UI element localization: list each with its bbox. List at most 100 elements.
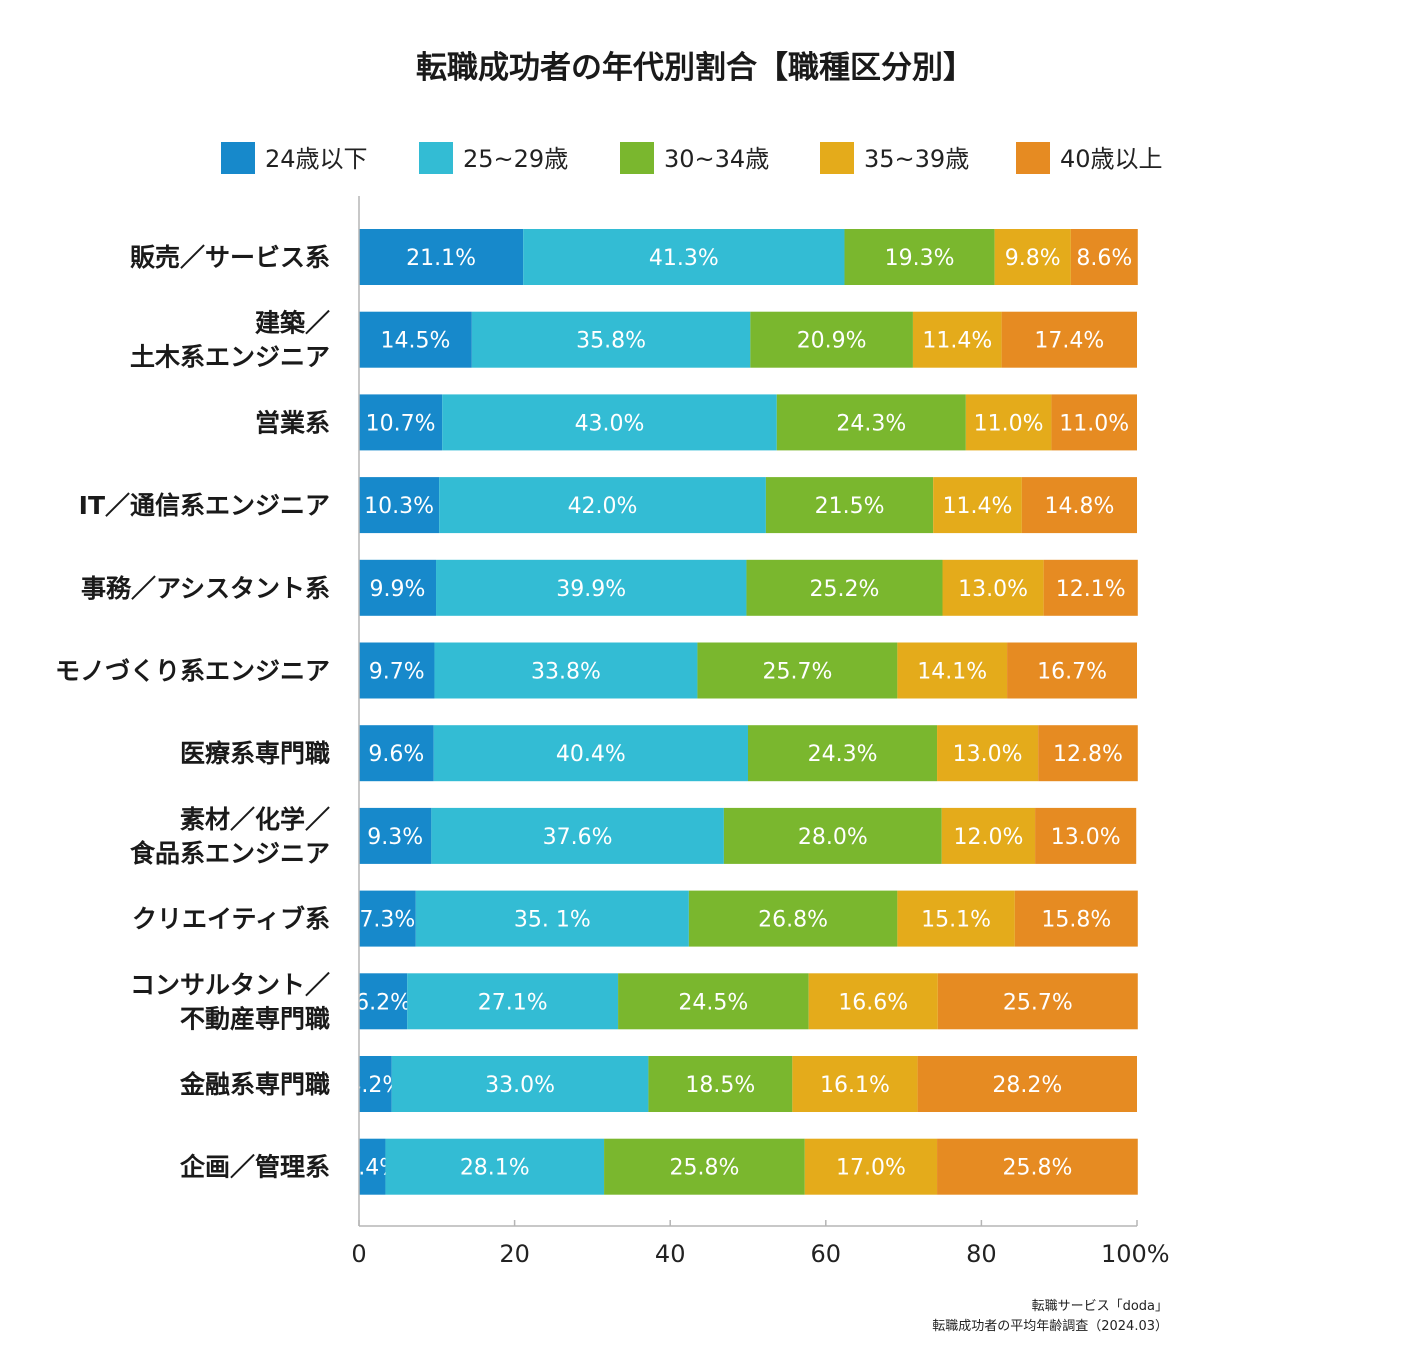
bar-segment-2 — [407, 973, 619, 1030]
legend-label: 25~29歳 — [463, 145, 568, 173]
bar-segment-1 — [359, 1138, 386, 1195]
bar-segment-4 — [994, 229, 1071, 285]
legend-label: 24歳以下 — [265, 145, 368, 173]
category-label: モノづくり系エンジニア — [55, 657, 330, 686]
bar-segment-label: 39.9% — [556, 577, 626, 602]
bars: 21.1% 41.3% 19.3% 9.8% 8.6% 14.5% 35.8% 20.9% 11… — [344, 229, 1138, 1195]
x-tick-label: 40 — [655, 1240, 686, 1268]
legend: 24歳以下 25~29歳 30~34歳 35~39歳 40歳以上 — [221, 142, 1163, 174]
bar-segment-3 — [776, 394, 966, 451]
bar-segment-label: 9.9% — [370, 577, 426, 602]
bar-row-1: 21.1% 41.3% 19.3% 9.8% 8.6% — [359, 229, 1138, 285]
bar-segment-label: 41.3% — [649, 246, 719, 271]
category-label-line: 建築／ — [255, 309, 330, 338]
bar-segment-label: 24.5% — [678, 990, 748, 1015]
bar-segment-1 — [359, 642, 435, 699]
category-label-line: IT／通信系エンジニア — [79, 491, 330, 520]
bar-segment-label: 35.8% — [576, 329, 646, 354]
category-label: IT／通信系エンジニア — [79, 491, 330, 520]
bar-segment-label: 11.0% — [1059, 411, 1129, 436]
bar-segment-label: 9.7% — [369, 660, 425, 685]
bar-segment-label: 17.0% — [836, 1156, 906, 1181]
legend-item-3: 30~34歳 — [620, 142, 769, 174]
bar-segment-5 — [1051, 394, 1137, 451]
legend-label: 40歳以上 — [1060, 145, 1163, 173]
legend-label: 35~39歳 — [864, 145, 969, 173]
x-tick-label: 100% — [1101, 1240, 1170, 1268]
bar-segment-3 — [765, 477, 934, 534]
category-label: 営業系 — [255, 408, 330, 437]
bar-segment-4 — [942, 559, 1044, 616]
category-label: 素材／化学／ 食品系エンジニア — [130, 805, 330, 868]
category-label: 建築／ 土木系エンジニア — [130, 309, 330, 372]
bar-segment-label: 27.1% — [478, 990, 548, 1015]
bar-segment-2 — [431, 807, 724, 864]
bar-segment-3 — [844, 229, 995, 285]
category-label-line: 素材／化学／ — [180, 805, 330, 834]
bar-segment-label: 37.6% — [543, 825, 613, 850]
bar-segment-label: 21.1% — [406, 246, 476, 271]
bar-row-12: 3.4% 28.1% 25.8% 17.0% 25.8% — [344, 1138, 1138, 1195]
bar-segment-4 — [792, 1056, 918, 1112]
legend-item-4: 35~39歳 — [820, 142, 969, 174]
bar-segment-label: 25.7% — [762, 660, 832, 685]
bar-segment-4 — [937, 725, 1039, 782]
bar-segment-3 — [648, 1056, 793, 1112]
bar-segment-5 — [1001, 311, 1137, 368]
bar-segment-5 — [1007, 642, 1137, 699]
bar-segment-5 — [1035, 807, 1137, 864]
x-tick-label: 80 — [966, 1240, 997, 1268]
bar-segment-4 — [933, 477, 1022, 534]
bar-segment-label: 9.3% — [367, 825, 423, 850]
category-label-line: モノづくり系エンジニア — [55, 657, 330, 686]
legend-item-2: 25~29歳 — [419, 142, 568, 174]
bar-segment-label: 15.8% — [1041, 908, 1111, 933]
bar-segment-4 — [897, 642, 1008, 699]
bar-segment-label: 28.1% — [460, 1156, 530, 1181]
bar-segment-4 — [804, 1138, 938, 1195]
bar-segment-1 — [359, 973, 408, 1030]
bar-segment-label: 25.2% — [810, 577, 880, 602]
category-label-line: コンサルタント／ — [130, 970, 330, 999]
bar-segment-2 — [442, 394, 777, 451]
bar-segment-label: 14.8% — [1044, 494, 1114, 519]
bar-segment-3 — [746, 559, 943, 616]
bar-row-4: 10.3% 42.0% 21.5% 11.4% 14.8% — [359, 477, 1137, 534]
bar-segment-label: 16.1% — [820, 1073, 890, 1098]
category-label-line: 企画／管理系 — [180, 1153, 330, 1182]
category-label-line: 不動産専門職 — [180, 1004, 330, 1033]
legend-swatch — [620, 142, 654, 174]
x-tick-label: 20 — [499, 1240, 530, 1268]
bar-segment-label: 25.8% — [1002, 1156, 1072, 1181]
bar-segment-label: 33.8% — [531, 660, 601, 685]
category-label-line: 金融系専門職 — [179, 1070, 330, 1099]
bar-segment-1 — [359, 1056, 392, 1112]
bar-segment-3 — [697, 642, 898, 699]
bar-segment-label: 10.7% — [366, 411, 436, 436]
bar-segment-2 — [433, 725, 748, 782]
bar-segment-4 — [912, 311, 1002, 368]
bar-segment-label: 40.4% — [556, 742, 626, 767]
bar-segment-2 — [436, 559, 747, 616]
bar-segment-label: 24.3% — [836, 411, 906, 436]
bar-segment-label: 16.7% — [1037, 660, 1107, 685]
bar-row-5: 9.9% 39.9% 25.2% 13.0% 12.1% — [359, 559, 1138, 616]
bar-row-3: 10.7% 43.0% 24.3% 11.0% 11.0% — [359, 394, 1137, 451]
category-label-line: 販売／サービス系 — [130, 243, 330, 272]
category-label-line: 事務／アシスタント系 — [81, 574, 330, 603]
bar-segment-2 — [434, 642, 698, 699]
bar-segment-5 — [1021, 477, 1137, 534]
bar-segment-3 — [604, 1138, 805, 1195]
bar-row-9: 7.3% 35. 1% 26.8% 15.1% 15.8% — [359, 890, 1138, 947]
bar-segment-1 — [359, 477, 440, 534]
bar-segment-label: 21.5% — [815, 494, 885, 519]
bar-segment-label: 11.0% — [974, 411, 1044, 436]
bar-segment-2 — [523, 229, 845, 285]
bar-segment-label: 17.4% — [1034, 329, 1104, 354]
bar-segment-label: 35. 1% — [514, 908, 591, 933]
bar-segment-5 — [937, 1138, 1138, 1195]
bar-segment-label: 12.1% — [1056, 577, 1126, 602]
bar-row-11: 4.2% 33.0% 18.5% 16.1% 28.2% — [347, 1056, 1137, 1112]
bar-segment-label: 9.6% — [368, 742, 424, 767]
